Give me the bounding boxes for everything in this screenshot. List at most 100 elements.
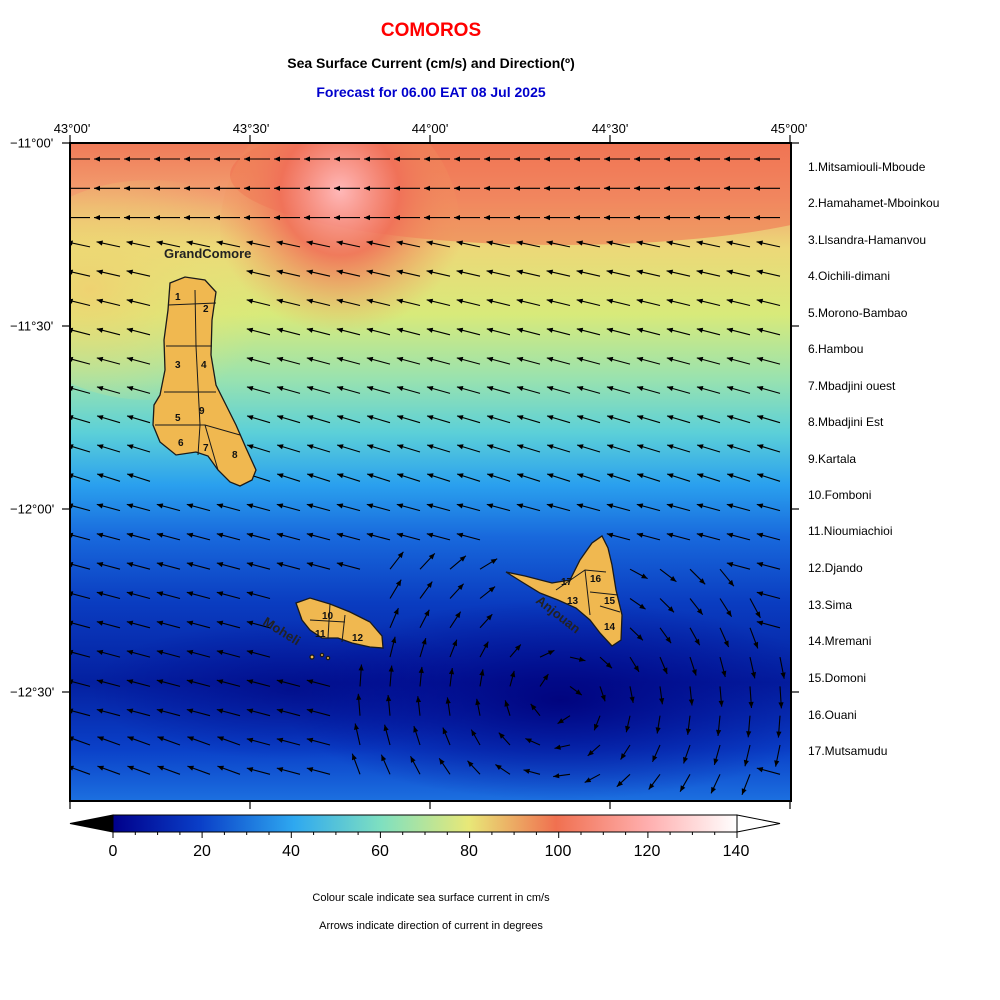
current-arrow-head bbox=[246, 532, 254, 538]
current-arrow-head bbox=[366, 503, 374, 509]
current-arrow-head bbox=[479, 669, 485, 676]
current-arrow-head bbox=[726, 386, 734, 391]
current-arrow-head bbox=[156, 532, 164, 538]
forecast-time: Forecast for 06.00 EAT 08 Jul 2025 bbox=[316, 84, 546, 100]
current-arrow-head bbox=[276, 532, 284, 538]
current-arrow-head bbox=[680, 785, 686, 792]
current-arrow-head bbox=[306, 503, 314, 509]
current-arrow-head bbox=[246, 356, 254, 362]
current-arrow-head bbox=[97, 415, 104, 421]
current-arrow-head bbox=[606, 532, 614, 538]
current-arrow-head bbox=[554, 744, 561, 750]
current-arrow-head bbox=[244, 215, 250, 221]
current-arrow-head bbox=[697, 444, 704, 450]
current-arrow-head bbox=[96, 356, 104, 362]
current-arrow-head bbox=[427, 473, 434, 479]
current-arrow-head bbox=[716, 729, 722, 736]
current-arrow-head bbox=[246, 327, 254, 333]
current-arrow-head bbox=[306, 532, 314, 538]
current-arrow-head bbox=[415, 696, 422, 703]
current-arrow-head bbox=[276, 386, 284, 391]
legend-item: 6.Hambou bbox=[808, 342, 864, 356]
current-arrow-head bbox=[396, 386, 404, 391]
current-arrow-head bbox=[667, 606, 674, 613]
current-arrow-head bbox=[754, 215, 760, 221]
region-number: 6 bbox=[178, 438, 184, 449]
current-arrow-head bbox=[683, 756, 688, 764]
current-arrow-head bbox=[366, 240, 373, 246]
current-arrow-head bbox=[606, 386, 614, 391]
current-arrow-head bbox=[634, 185, 640, 191]
current-arrow-head bbox=[214, 185, 220, 191]
current-arrow-head bbox=[755, 611, 761, 618]
current-arrow-head bbox=[636, 386, 644, 391]
current-arrow-head bbox=[727, 415, 734, 421]
legend-item: 16.Ouani bbox=[808, 708, 857, 722]
current-arrow-head bbox=[756, 240, 763, 246]
current-arrow-head bbox=[475, 698, 481, 706]
current-arrow-head bbox=[636, 327, 644, 333]
current-arrow-head bbox=[126, 327, 134, 333]
current-arrow-head bbox=[516, 240, 523, 246]
current-arrow-head bbox=[186, 503, 194, 509]
current-arrow-head bbox=[427, 415, 434, 421]
colorbar-label: 80 bbox=[460, 843, 478, 860]
current-arrow-head bbox=[546, 240, 553, 246]
current-arrow-head bbox=[396, 356, 404, 362]
colorbar bbox=[69, 814, 781, 838]
current-arrow-head bbox=[397, 551, 404, 559]
colorbar-label: 0 bbox=[108, 843, 118, 860]
current-arrow-head bbox=[214, 215, 220, 221]
current-arrow-head bbox=[304, 185, 310, 191]
current-arrow-head bbox=[778, 702, 784, 709]
current-arrow-head bbox=[156, 708, 164, 714]
current-arrow-head bbox=[439, 758, 445, 765]
current-arrow-head bbox=[456, 298, 464, 304]
current-arrow-head bbox=[694, 156, 700, 162]
current-arrow-head bbox=[334, 156, 340, 162]
current-arrow-head bbox=[306, 562, 314, 568]
current-arrow-head bbox=[574, 185, 580, 191]
region-number: 16 bbox=[590, 574, 602, 585]
current-arrow-head bbox=[246, 503, 254, 509]
current-arrow-head bbox=[336, 503, 344, 509]
current-arrow-head bbox=[186, 620, 194, 626]
current-arrow-head bbox=[696, 327, 704, 333]
current-arrow-head bbox=[486, 386, 494, 391]
current-arrow-head bbox=[246, 679, 254, 685]
anjouan-island bbox=[505, 535, 623, 647]
current-arrow-head bbox=[490, 558, 498, 564]
current-arrow-head bbox=[186, 649, 194, 655]
current-arrow-head bbox=[366, 327, 374, 333]
current-arrow-head bbox=[381, 754, 387, 762]
colorbar-label: 100 bbox=[544, 843, 572, 860]
current-arrow-head bbox=[637, 473, 644, 479]
current-arrow-head bbox=[486, 614, 493, 621]
current-arrow-head bbox=[546, 298, 554, 304]
current-arrow-head bbox=[127, 473, 134, 479]
arrow-note: Arrows indicate direction of current in … bbox=[319, 920, 543, 932]
current-arrow-head bbox=[154, 215, 160, 221]
current-arrow-head bbox=[456, 532, 464, 538]
current-arrow-head bbox=[126, 386, 134, 391]
current-arrow-head bbox=[388, 665, 394, 672]
current-arrow-head bbox=[397, 444, 404, 450]
current-arrow-head bbox=[127, 765, 134, 771]
current-arrow-head bbox=[396, 298, 404, 304]
current-arrow-head bbox=[276, 503, 284, 509]
current-arrow-head bbox=[756, 327, 764, 333]
current-arrow-head bbox=[514, 215, 520, 221]
current-arrow-head bbox=[754, 185, 760, 191]
current-arrow-head bbox=[517, 473, 524, 479]
current-arrow-head bbox=[127, 415, 134, 421]
current-arrow-head bbox=[367, 473, 374, 479]
current-arrow-head bbox=[187, 736, 194, 742]
current-arrow-head bbox=[756, 386, 764, 391]
current-arrow-head bbox=[274, 156, 280, 162]
current-arrow-head bbox=[756, 562, 764, 568]
current-arrow-head bbox=[247, 444, 254, 450]
current-arrow-head bbox=[637, 415, 644, 421]
current-arrow-head bbox=[726, 327, 734, 333]
current-arrow-head bbox=[711, 786, 716, 794]
current-arrow-head bbox=[426, 581, 433, 588]
